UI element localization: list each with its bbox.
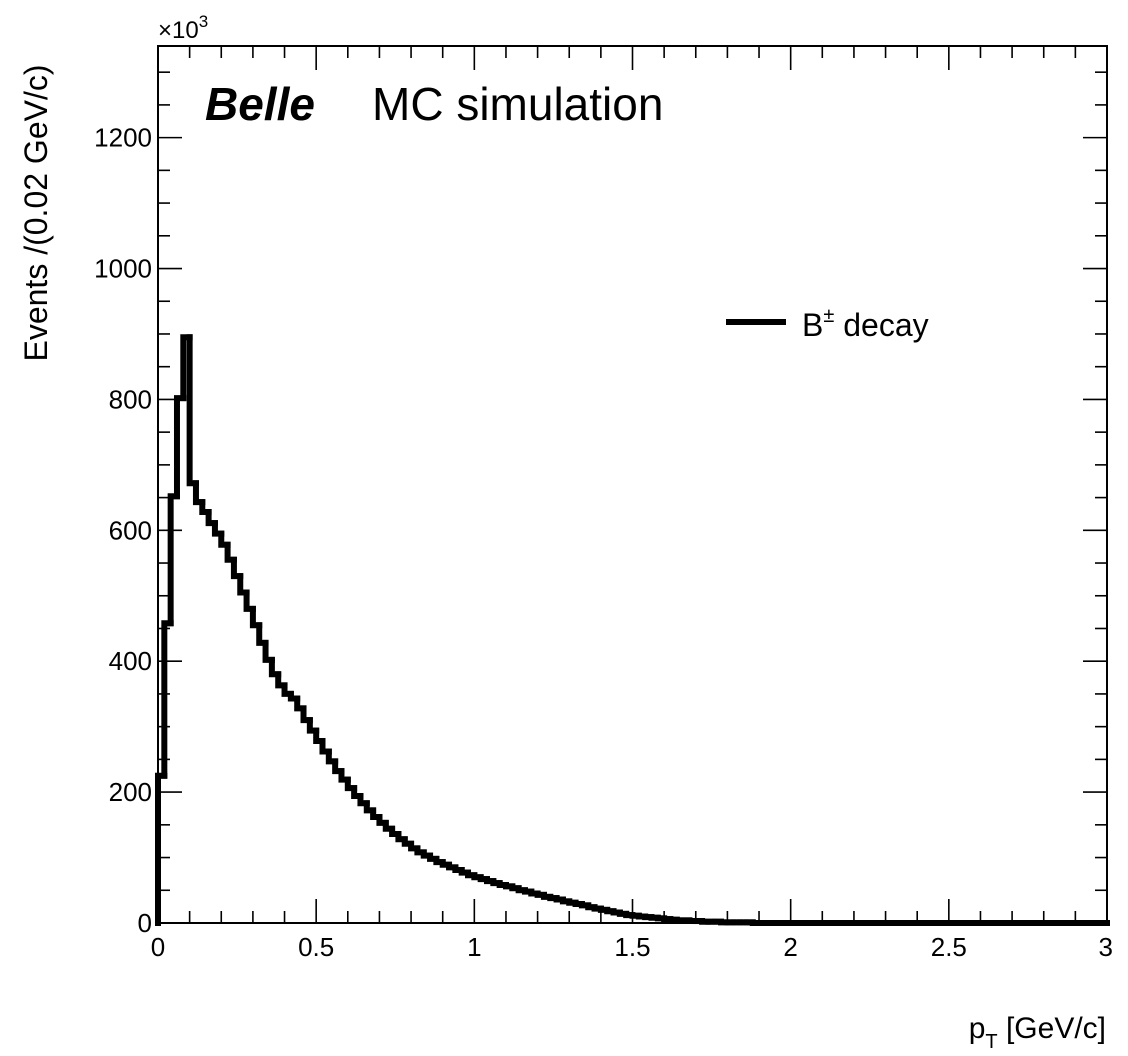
y-tick-label: 0 xyxy=(138,908,152,938)
x-tick-label: 0.5 xyxy=(298,932,334,962)
y-axis-label: Events /(0.02 GeV/c) xyxy=(18,64,54,361)
x-axis-label-base: p xyxy=(969,1012,986,1045)
y-multiplier-base: ×10 xyxy=(158,17,199,44)
histogram-bin xyxy=(167,493,180,627)
x-tick-label: 3 xyxy=(1099,932,1113,962)
y-tick-label: 200 xyxy=(109,777,152,807)
y-multiplier: ×103 xyxy=(158,12,208,44)
experiment-label: Belle xyxy=(205,78,315,130)
y-multiplier-exponent: 3 xyxy=(199,12,208,31)
legend-label-base: B xyxy=(802,307,823,343)
histogram-bin xyxy=(173,395,187,500)
x-axis-label-rest: [GeV/c] xyxy=(998,1012,1106,1045)
histogram-bin xyxy=(186,334,199,487)
annotation-text: MC simulation xyxy=(372,78,663,130)
legend-label-rest: decay xyxy=(834,307,928,343)
y-tick-label: 800 xyxy=(109,384,152,414)
x-axis-label-sub: T xyxy=(985,1031,997,1053)
axis-ticks xyxy=(157,46,1108,924)
x-tick-label: 1.5 xyxy=(614,932,650,962)
x-axis-label: pT [GeV/c] xyxy=(969,1012,1106,1053)
x-tick-label: 2 xyxy=(783,932,797,962)
y-tick-label: 1200 xyxy=(94,123,152,153)
axis-tick-labels: 0 0.5 1 1.5 2 2.5 3 0 200 400 600 800 1000 1200 xyxy=(94,123,1113,962)
x-tick-label: 1 xyxy=(467,932,481,962)
x-tick-label: 0 xyxy=(151,932,165,962)
legend-label-sup: ± xyxy=(823,305,834,327)
histogram-series xyxy=(155,334,1110,926)
x-tick-label: 2.5 xyxy=(931,932,967,962)
y-tick-label: 1000 xyxy=(94,254,152,284)
y-tick-label: 600 xyxy=(109,515,152,545)
histogram-bin xyxy=(161,620,174,779)
plot-frame xyxy=(157,45,1108,924)
y-tick-label: 400 xyxy=(109,646,152,676)
legend-entry: B± decay xyxy=(802,305,929,343)
